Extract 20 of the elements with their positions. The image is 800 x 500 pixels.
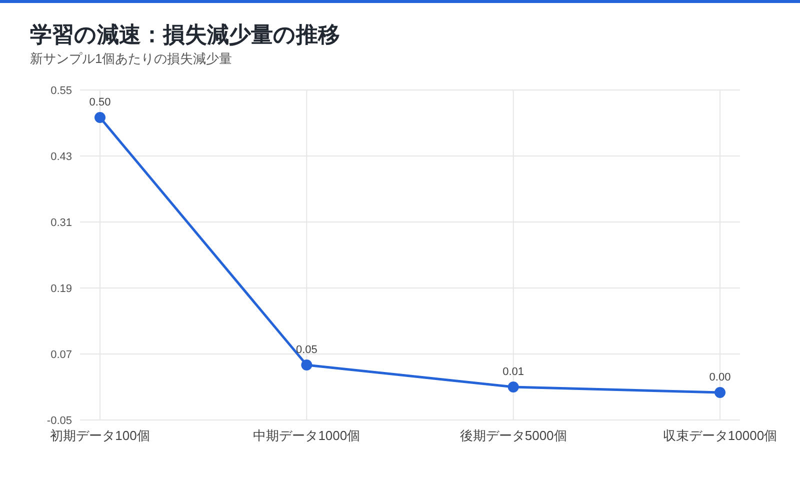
y-tick-label: -0.05 (46, 415, 72, 427)
point (508, 382, 519, 392)
data-label: 0.01 (502, 366, 524, 378)
data-label: 0.05 (296, 344, 318, 356)
point (714, 387, 726, 398)
x-tick-label: 後期データ5000個 (460, 428, 567, 443)
point (301, 360, 312, 370)
x-tick-label: 中期データ1000個 (253, 428, 360, 443)
y-tick-label: 0.19 (50, 283, 72, 295)
y-tick-label: 0.31 (50, 217, 72, 229)
x-tick-label: 収束データ10000個 (662, 428, 778, 443)
point (94, 112, 106, 123)
y-tick-label: 0.07 (50, 349, 72, 361)
chart-subtitle: 新サンプル1個あたりの損失減少量 (30, 51, 232, 66)
data-label: 0.50 (89, 96, 111, 108)
y-tick-label: 0.43 (50, 151, 72, 163)
x-tick-label: 初期データ100個 (50, 428, 150, 443)
y-tick-label: 0.55 (50, 85, 72, 97)
chart-title: 学習の減速：損失減少量の推移 (30, 22, 340, 47)
data-label: 0.00 (709, 372, 731, 384)
